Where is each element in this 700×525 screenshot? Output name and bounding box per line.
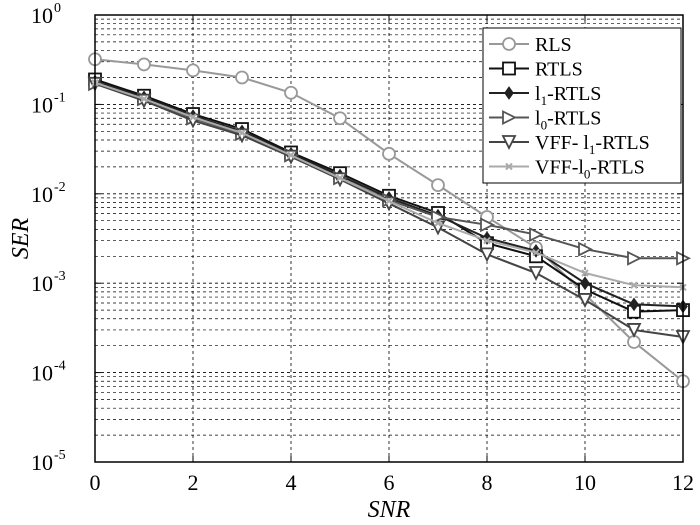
legend-label: l0-RTLS [535, 108, 601, 133]
data-point [137, 57, 151, 72]
data-point [284, 85, 298, 100]
legend-label: RLS [535, 34, 572, 56]
x-tick-label: 0 [90, 470, 101, 495]
legend-label: RTLS [535, 59, 583, 81]
data-point [578, 241, 594, 257]
legend-marker [502, 61, 516, 76]
y-tick-exponent: -3 [54, 269, 66, 284]
data-point [630, 281, 638, 289]
data-point [479, 247, 495, 263]
x-tick-label: 4 [286, 470, 297, 495]
y-tick-label: 10 [31, 92, 53, 117]
y-tick-exponent: -5 [54, 448, 66, 463]
legend-label: VFF-l0-RTLS [535, 157, 645, 182]
data-point [431, 178, 445, 193]
data-point [483, 236, 491, 245]
y-axis-label: SER [8, 218, 34, 260]
data-point [480, 217, 496, 233]
y-tick-exponent: 0 [54, 1, 61, 16]
y-tick-exponent: -1 [54, 90, 66, 105]
data-point [627, 250, 643, 266]
data-point [140, 95, 148, 103]
legend-item: VFF-l0-RTLS [489, 157, 645, 182]
legend-marker [505, 162, 513, 171]
data-point [189, 113, 197, 121]
legend-item: RTLS [489, 59, 583, 81]
y-tick-label: 10 [31, 361, 53, 386]
data-point [385, 197, 393, 205]
data-point [528, 266, 544, 282]
legend-marker [501, 135, 517, 151]
y-tick-exponent: -2 [54, 180, 66, 195]
legend-item: VFF- l1-RTLS [489, 132, 650, 157]
legend-marker [502, 37, 516, 51]
legend-item: l1-RTLS [489, 83, 601, 108]
y-tick-label: 10 [31, 3, 53, 28]
y-tick-exponent: -4 [54, 359, 66, 374]
legend-label: VFF- l1-RTLS [535, 132, 650, 157]
data-point [382, 146, 396, 161]
data-point [629, 297, 639, 312]
data-point [581, 269, 589, 277]
data-point [333, 111, 347, 126]
legend-marker [502, 110, 518, 125]
data-point [434, 219, 442, 227]
data-point [336, 174, 344, 182]
x-axis-label: SNR [368, 497, 411, 523]
series-vff-l0-rtls [91, 78, 687, 291]
x-tick-label: 6 [384, 470, 395, 495]
y-tick-label: 10 [31, 182, 53, 207]
legend-marker [504, 86, 514, 100]
y-tick-label: 10 [31, 271, 53, 296]
legend-label: l1-RTLS [535, 83, 601, 108]
x-tick-label: 10 [574, 470, 596, 495]
x-tick-label: 12 [672, 470, 694, 495]
legend-item: l0-RTLS [489, 108, 601, 133]
legend-item: RLS [489, 34, 572, 56]
data-point [287, 151, 295, 159]
y-tick-label: 10 [31, 450, 53, 475]
data-point [186, 63, 200, 78]
data-point [529, 227, 545, 243]
data-point [532, 248, 540, 257]
legend-box [482, 27, 682, 184]
data-point [238, 129, 246, 137]
data-point [577, 293, 593, 308]
data-point [235, 70, 249, 85]
x-tick-label: 8 [482, 470, 493, 495]
data-point [580, 276, 590, 291]
data-point [431, 209, 447, 225]
x-tick-label: 2 [188, 470, 199, 495]
data-point [626, 323, 642, 338]
